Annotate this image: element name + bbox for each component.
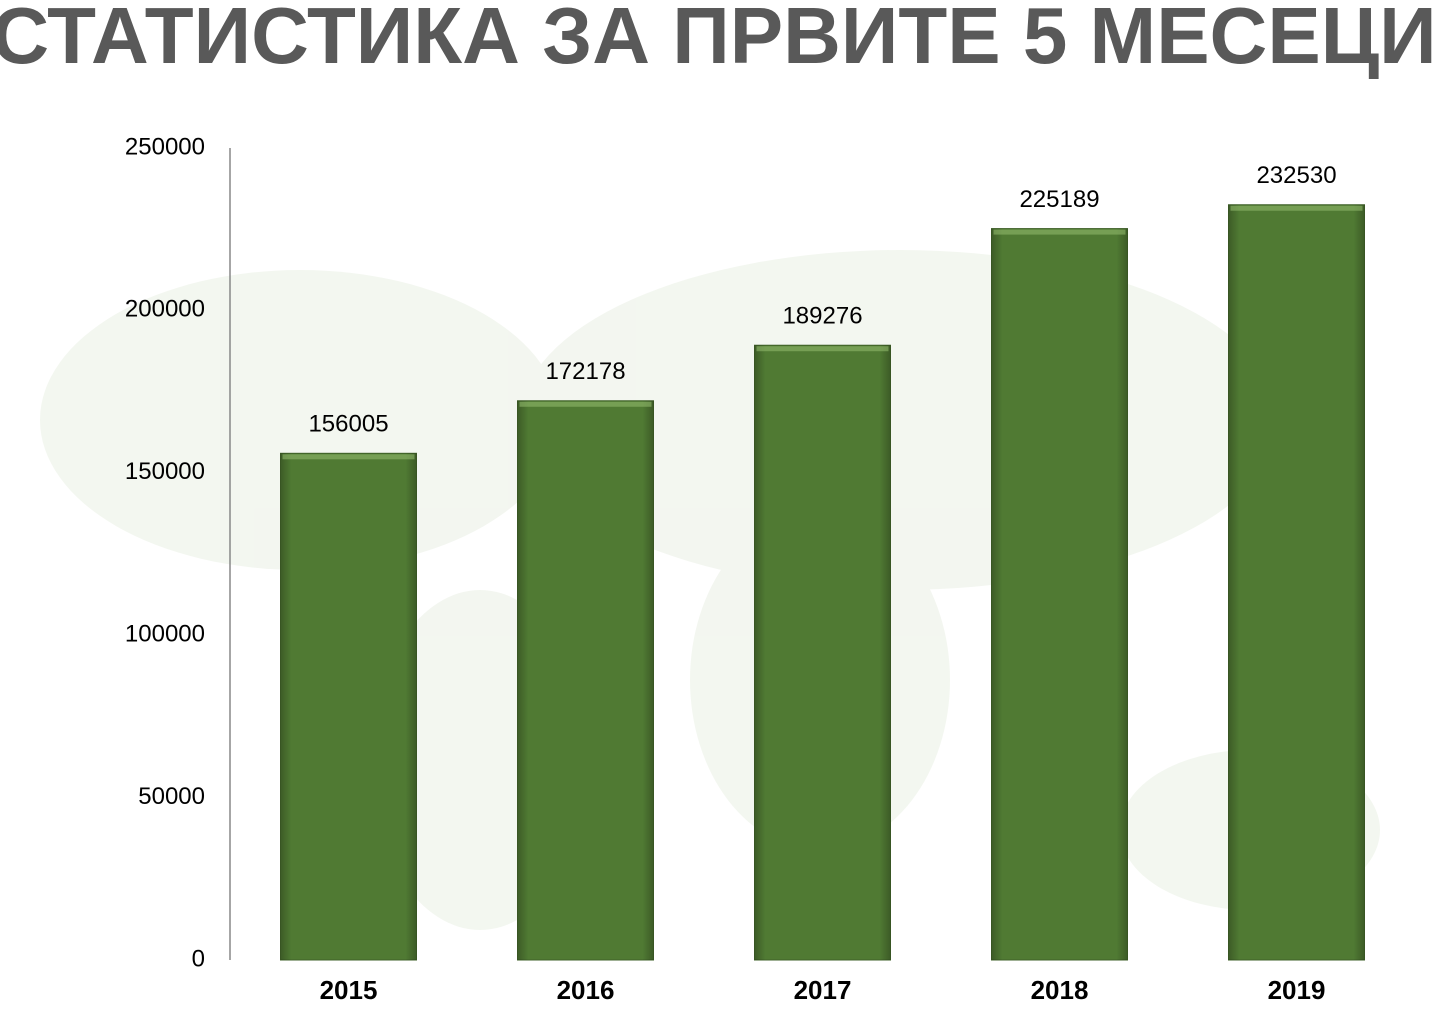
value-label: 225189 xyxy=(1019,186,1099,213)
bar xyxy=(1228,204,1365,961)
x-tick-label: 2016 xyxy=(557,975,615,1005)
background-map xyxy=(40,250,1380,930)
y-tick-label: 150000 xyxy=(125,458,205,485)
x-tick-label: 2017 xyxy=(794,975,852,1005)
x-tick-label: 2015 xyxy=(320,975,378,1005)
bar-top-highlight xyxy=(1230,205,1363,211)
chart-title: СТАТИСТИКА ЗА ПРВИТЕ 5 МЕСЕЦИ xyxy=(0,0,1436,80)
y-tick-label: 200000 xyxy=(125,296,205,323)
bar xyxy=(517,400,654,961)
value-label: 156005 xyxy=(308,411,388,438)
x-tick-label: 2018 xyxy=(1031,975,1089,1005)
value-label: 189276 xyxy=(782,303,862,330)
bar-top-highlight xyxy=(519,401,652,407)
y-tick-label: 0 xyxy=(192,945,205,972)
bar-top-highlight xyxy=(756,346,889,352)
bar-top-highlight xyxy=(282,454,415,460)
y-tick-label: 100000 xyxy=(125,621,205,648)
y-tick-label: 50000 xyxy=(138,783,205,810)
value-label: 232530 xyxy=(1256,162,1336,189)
bar xyxy=(280,452,417,961)
bar xyxy=(754,344,891,961)
y-tick-label: 250000 xyxy=(125,133,205,160)
bar-top-highlight xyxy=(993,229,1126,235)
value-label: 172178 xyxy=(545,358,625,385)
x-tick-label: 2019 xyxy=(1268,975,1326,1005)
bar xyxy=(991,228,1128,961)
